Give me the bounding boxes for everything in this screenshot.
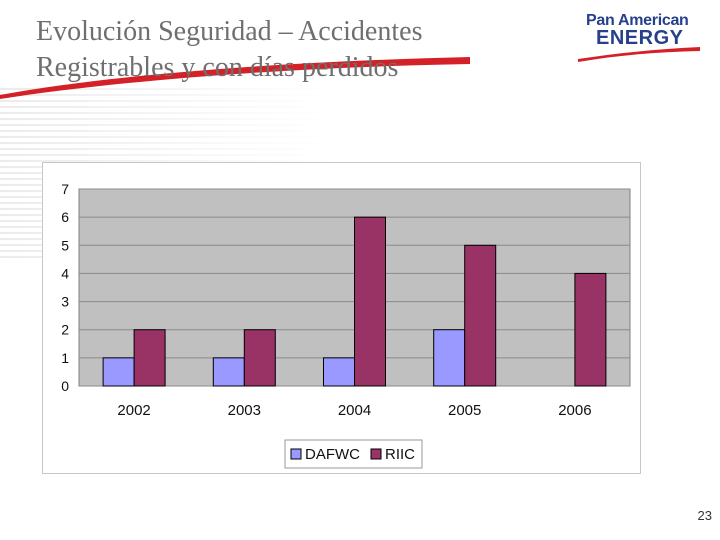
bar-dafwc-2002 [102, 357, 135, 387]
y-tick-label: 6 [61, 209, 69, 225]
y-tick-label: 4 [61, 265, 69, 281]
bar-dafwc-2004 [323, 357, 355, 387]
y-tick-label: 0 [61, 378, 69, 394]
x-tick-label: 2004 [338, 402, 371, 419]
company-logo: Pan American ENERGY [578, 12, 700, 62]
slide-title: Evolución Seguridad – Accidentes Registr… [36, 16, 423, 83]
bar-riic-2002 [133, 329, 166, 387]
bar-riic-2006 [574, 272, 607, 387]
bar-dafwc-2005 [433, 329, 466, 387]
logo-line1: Pan American [586, 12, 689, 29]
logo-line2: ENERGY [596, 27, 684, 49]
x-tick-label: 2005 [448, 402, 481, 419]
chart-frame: 0 1 2 3 4 5 6 7 2002 2003 2004 2005 2006 DAFWC RIIC [42, 162, 641, 474]
page-number: 23 [697, 508, 712, 523]
logo-swoosh-icon [578, 47, 700, 62]
legend-swatch-riic [370, 448, 382, 460]
x-tick-label: 2002 [117, 402, 150, 419]
x-tick-label: 2003 [228, 402, 261, 419]
legend-swatch-dafwc [290, 448, 302, 460]
bar-riic-2004 [354, 216, 386, 387]
bar-riic-2003 [243, 329, 276, 387]
bar-riic-2005 [464, 244, 497, 387]
legend-box [284, 439, 423, 469]
legend-label-riic: RIIC [385, 446, 415, 463]
x-tick-label: 2006 [558, 402, 591, 419]
bar-dafwc-2003 [212, 357, 245, 387]
y-tick-label: 3 [61, 294, 69, 310]
y-tick-label: 7 [61, 181, 69, 197]
legend-label-dafwc: DAFWC [305, 446, 360, 463]
bar-chart: 0 1 2 3 4 5 6 7 2002 2003 2004 2005 2006 DAFWC RIIC [61, 181, 631, 469]
y-tick-label: 5 [61, 237, 69, 253]
y-tick-label: 2 [61, 322, 69, 338]
title-red-swoosh [0, 57, 470, 99]
y-tick-label: 1 [61, 350, 69, 366]
